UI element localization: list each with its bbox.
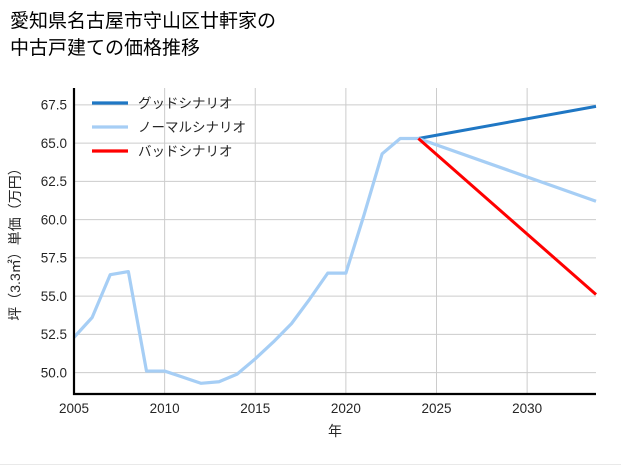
series-line-0	[418, 104, 597, 140]
y-tick-label: 65.0	[41, 136, 67, 151]
data-series-group	[72, 104, 597, 385]
x-tick-label: 2015	[240, 401, 270, 416]
x-tick-label: 2025	[421, 401, 451, 416]
x-tick-label: 2005	[59, 401, 89, 416]
chart-title: 愛知県名古屋市守山区廿軒家の 中古戸建ての価格推移	[10, 11, 277, 59]
y-tick-label: 55.0	[41, 289, 67, 304]
y-tick-label: 52.5	[41, 327, 67, 342]
axis-spines	[72, 88, 596, 396]
series-line-2	[417, 137, 597, 296]
y-gridlines	[74, 104, 596, 374]
y-tick-label: 50.0	[41, 365, 67, 380]
y-tick-label: 57.5	[41, 251, 67, 266]
legend-label-0: グッドシナリオ	[138, 96, 233, 111]
y-tick-label: 67.5	[41, 98, 67, 113]
x-axis-title: 年	[328, 423, 342, 439]
x-axis-tick-labels: 2005 2010 2015 2020 2025 2030	[59, 401, 542, 416]
y-axis-tick-labels: 50.0 52.5 55.0 57.5 60.0 62.5 65.0 67.5	[41, 98, 67, 381]
x-tick-label: 2010	[150, 401, 180, 416]
y-axis-title: 坪（3.3㎡）単価（万円）	[7, 161, 23, 320]
legend-label-2: バッドシナリオ	[138, 144, 233, 159]
x-tick-label: 2020	[331, 401, 361, 416]
legend-label-1: ノーマルシナリオ	[138, 120, 246, 135]
series-line-1	[72, 136, 597, 385]
y-tick-label: 60.0	[41, 212, 67, 227]
x-tick-label: 2030	[512, 401, 542, 416]
y-tick-label: 62.5	[41, 174, 67, 189]
